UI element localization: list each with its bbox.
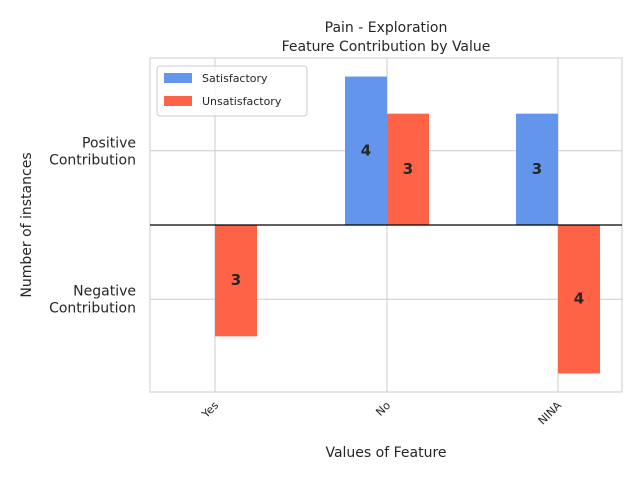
legend-swatch-satisfactory bbox=[164, 73, 192, 83]
data-label-unsatisfactory-no: 3 bbox=[403, 160, 413, 178]
legend-swatch-unsatisfactory bbox=[164, 96, 192, 106]
x-tick-labels: Yes No NINA bbox=[199, 399, 565, 428]
x-tick-label-nina: NINA bbox=[536, 399, 565, 428]
bar-unsatisfactory-no bbox=[387, 113, 429, 225]
chart-title-line-2: Feature Contribution by Value bbox=[282, 39, 491, 55]
x-tick-label-no: No bbox=[373, 399, 393, 419]
data-label-unsatisfactory-nina: 4 bbox=[574, 290, 584, 308]
legend: Satisfactory Unsatisfactory bbox=[156, 65, 308, 117]
chart-title-line-1: Pain - Exploration bbox=[325, 20, 448, 36]
bar-unsatisfactory-nina bbox=[558, 225, 600, 374]
data-label-satisfactory-no: 4 bbox=[361, 141, 371, 159]
bars bbox=[215, 76, 600, 374]
bar-unsatisfactory-yes bbox=[215, 225, 257, 337]
legend-box bbox=[156, 65, 308, 117]
x-axis-label: Values of Feature bbox=[325, 445, 446, 461]
y-axis-label: Number of instances bbox=[19, 152, 35, 297]
y-tick-label-1-line-0: Negative bbox=[73, 284, 136, 300]
legend-label-unsatisfactory: Unsatisfactory bbox=[202, 95, 282, 108]
data-labels: 3 4 3 3 4 bbox=[231, 141, 584, 307]
x-tick-label-yes: Yes bbox=[199, 399, 222, 422]
y-tick-label-0-line-0: Positive bbox=[82, 135, 136, 151]
y-tick-label-1-line-1: Contribution bbox=[49, 301, 136, 317]
bar-satisfactory-no bbox=[345, 76, 387, 225]
y-tick-label-0-line-1: Contribution bbox=[49, 152, 136, 168]
data-label-unsatisfactory-yes: 3 bbox=[231, 271, 241, 289]
legend-label-satisfactory: Satisfactory bbox=[202, 72, 268, 85]
data-label-satisfactory-nina: 3 bbox=[532, 160, 542, 178]
bar-satisfactory-nina bbox=[516, 113, 558, 225]
